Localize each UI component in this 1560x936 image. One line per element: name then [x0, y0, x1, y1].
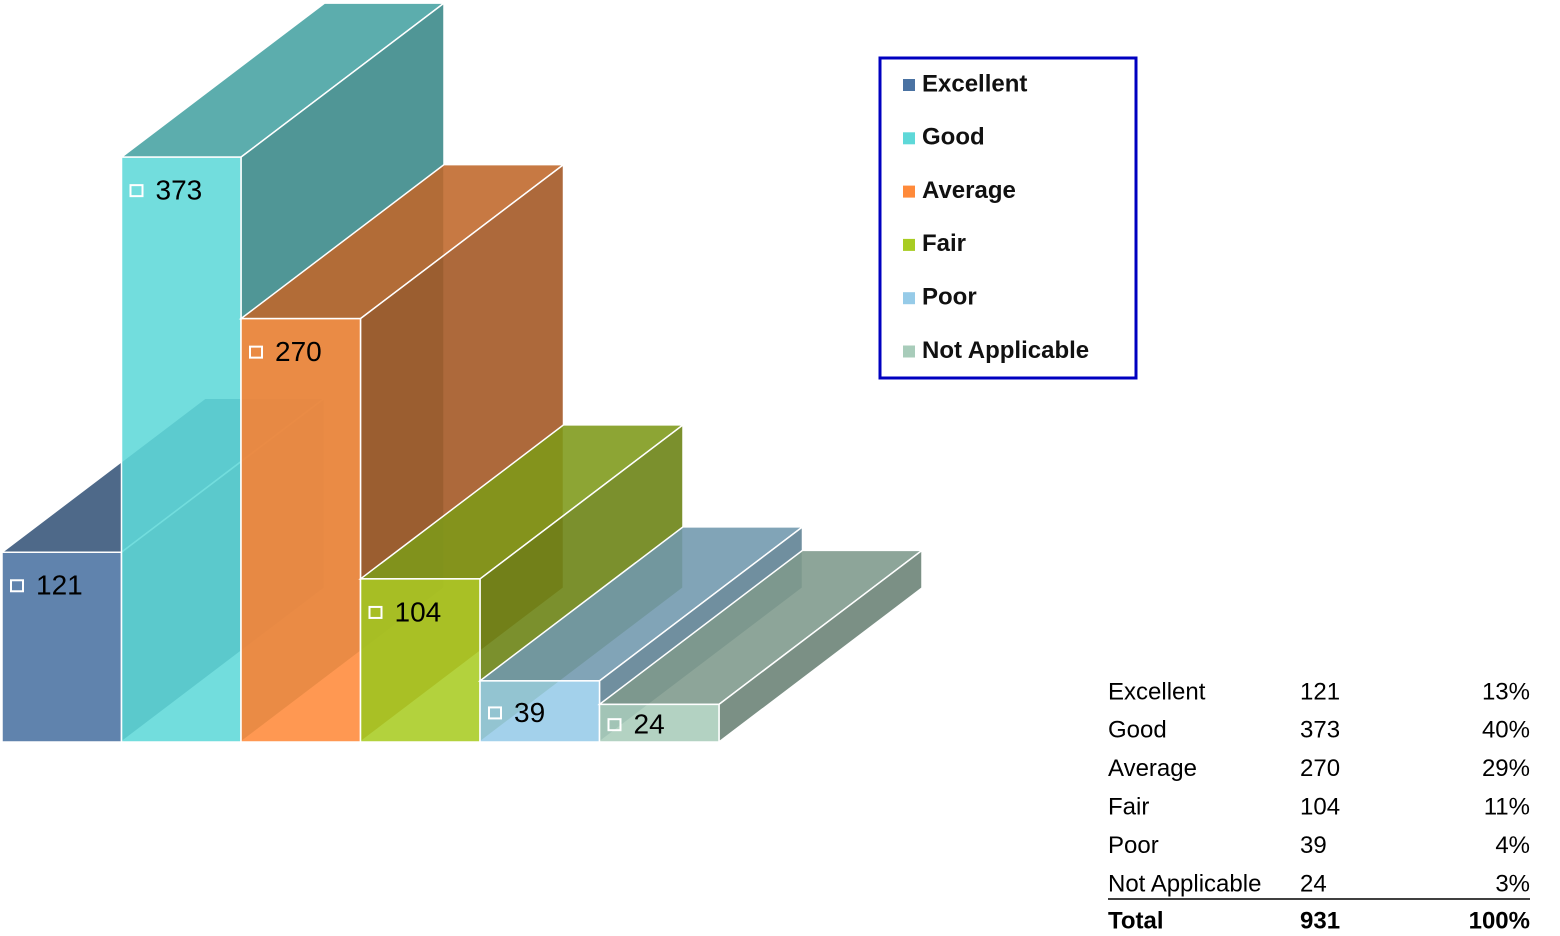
label-marker: [488, 706, 502, 720]
legend-label: Good: [922, 124, 985, 151]
data-label: 121: [36, 570, 83, 601]
table-category: Poor: [1108, 832, 1159, 859]
legend-swatch: [903, 345, 915, 358]
label-marker: [10, 579, 24, 593]
bar: [238, 163, 566, 744]
table-count: 39: [1300, 832, 1327, 859]
legend-label: Excellent: [922, 70, 1027, 97]
table-count: 121: [1300, 678, 1340, 705]
table-count: 373: [1300, 717, 1340, 744]
bar-front: [598, 703, 720, 743]
table-category: Not Applicable: [1108, 870, 1261, 897]
bar-top: [121, 3, 444, 158]
legend-label: Poor: [922, 284, 977, 311]
bar-front: [120, 156, 242, 743]
table-category: Excellent: [1108, 678, 1206, 705]
table-total-value: 931: [1300, 907, 1340, 934]
table-percent: 11%: [1484, 794, 1530, 821]
table-count: 270: [1300, 755, 1340, 782]
data-label: 24: [634, 709, 665, 740]
label-marker: [129, 184, 144, 198]
legend-label: Fair: [922, 230, 966, 257]
table-percent: 13%: [1482, 678, 1530, 705]
legend-label: Average: [922, 177, 1016, 204]
bar-top: [599, 550, 922, 705]
table-category: Good: [1108, 717, 1167, 744]
legend-swatch: [903, 238, 915, 251]
legend-swatch: [903, 132, 915, 145]
table-percent: 40%: [1482, 717, 1530, 744]
legend-swatch: [903, 292, 915, 305]
data-label: 270: [275, 336, 322, 367]
data-label: 39: [514, 697, 545, 728]
table-percent: 4%: [1495, 832, 1530, 859]
table-category: Average: [1108, 755, 1197, 782]
label-marker: [368, 605, 383, 619]
bar-top: [241, 164, 564, 319]
bar-front: [240, 317, 362, 743]
bar-top: [360, 424, 683, 579]
table-category: Fair: [1108, 794, 1149, 821]
label-marker: [607, 718, 622, 732]
data-label: 104: [395, 596, 442, 627]
legend-swatch: [903, 185, 915, 198]
table-total-label: Total: [1108, 907, 1164, 934]
table-percent: 3%: [1495, 870, 1530, 897]
bar-side: [719, 550, 922, 742]
bar: [597, 548, 925, 744]
table-total-percent: 100%: [1469, 907, 1530, 934]
table-count: 24: [1300, 870, 1327, 897]
legend-label: Not Applicable: [922, 337, 1089, 364]
legend-box: [878, 56, 1138, 380]
legend-swatch: [903, 79, 915, 91]
bar-top: [480, 526, 803, 681]
data-label: 373: [156, 175, 203, 206]
table-percent: 29%: [1482, 755, 1530, 782]
table-count: 104: [1300, 794, 1340, 821]
label-marker: [249, 345, 263, 359]
